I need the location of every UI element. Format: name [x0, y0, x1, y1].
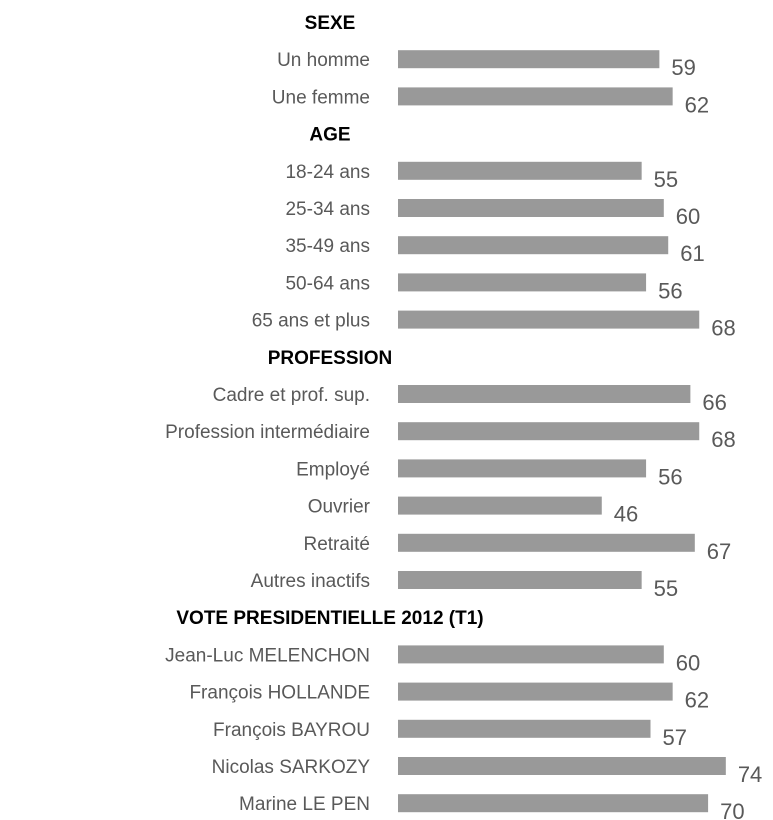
bar: [398, 161, 642, 180]
category-label: Retraité: [303, 534, 370, 555]
bar: [398, 496, 602, 515]
category-label: François HOLLANDE: [189, 683, 370, 704]
value-label: 70: [720, 799, 744, 820]
value-label: 74: [738, 762, 762, 787]
value-label: 46: [614, 502, 638, 527]
bar: [398, 87, 673, 106]
group-heading: AGE: [309, 125, 350, 146]
bar: [398, 199, 664, 217]
value-label: 68: [711, 316, 735, 341]
bar: [398, 422, 700, 441]
bar: [398, 385, 691, 403]
value-label: 60: [676, 650, 700, 675]
bar: [398, 719, 651, 738]
group-headings: SEXE AGE PROFESSION VOTE PRESIDENTIELLE 201…: [176, 13, 483, 629]
bar: [398, 757, 726, 775]
category-label: Jean-Luc MELENCHON: [165, 645, 370, 666]
category-label: François BAYROU: [213, 720, 370, 741]
bar: [398, 310, 700, 329]
category-label: 65 ans et plus: [252, 311, 370, 332]
group-heading: SEXE: [305, 13, 356, 34]
value-label: 60: [676, 204, 700, 229]
group-heading: VOTE PRESIDENTIELLE 2012 (T1): [176, 608, 483, 629]
value-label: 56: [658, 464, 682, 489]
category-label: 18-24 ans: [285, 162, 370, 183]
value-label: 56: [658, 278, 682, 303]
bar: [398, 645, 664, 664]
group-heading: PROFESSION: [268, 348, 393, 369]
bar: [398, 459, 647, 478]
bar: [398, 50, 660, 69]
category-label: Employé: [296, 459, 370, 480]
category-label: Nicolas SARKOZY: [212, 757, 371, 778]
value-label: 55: [654, 576, 678, 601]
value-label: 67: [707, 539, 731, 564]
bar: [398, 533, 695, 552]
category-label: Cadre et prof. sup.: [213, 385, 370, 406]
value-label: 61: [680, 241, 704, 266]
value-label: 62: [685, 92, 709, 117]
category-label: Marine LE PEN: [239, 794, 370, 815]
bar: [398, 682, 673, 701]
category-label: Ouvrier: [308, 497, 371, 518]
category-label: Autres inactifs: [251, 571, 370, 592]
bar: [398, 236, 669, 255]
value-labels: 59 62 55 60 61 56 68 66 68 56 46 67 55 60 62 57 74 70: [614, 55, 763, 820]
value-label: 62: [685, 688, 709, 713]
value-label: 66: [702, 390, 726, 415]
category-label: 50-64 ans: [285, 273, 370, 294]
category-label: Un homme: [277, 50, 370, 71]
value-label: 68: [711, 427, 735, 452]
value-label: 59: [671, 55, 695, 80]
bar: [398, 794, 709, 813]
value-label: 57: [663, 725, 687, 750]
category-labels: Un homme Une femme 18-24 ans 25-34 ans 35-49…: [165, 50, 371, 815]
bars: [398, 50, 726, 813]
category-label: Une femme: [272, 87, 370, 108]
category-label: 25-34 ans: [285, 199, 370, 220]
bar: [398, 273, 647, 292]
category-label: Profession intermédiaire: [165, 422, 370, 443]
category-label: 35-49 ans: [285, 236, 370, 257]
bar: [398, 571, 642, 589]
value-label: 55: [654, 167, 678, 192]
